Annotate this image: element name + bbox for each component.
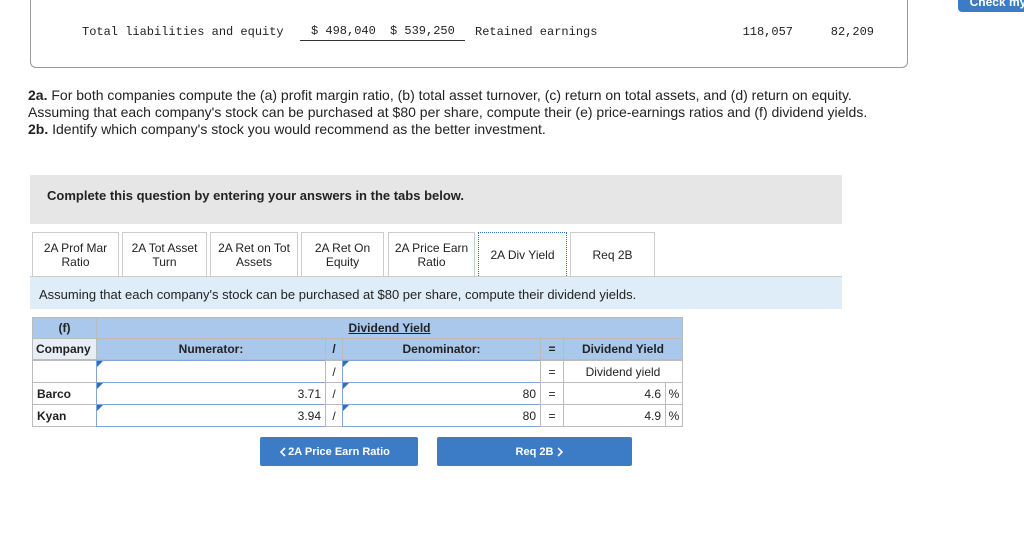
chevron-left bbox=[279, 446, 286, 457]
chevron-right bbox=[557, 446, 564, 457]
question-b: 2b. Identify which company's stock you w… bbox=[28, 121, 893, 138]
prompt-box bbox=[30, 277, 842, 309]
table-cell: % bbox=[665, 382, 683, 405]
instruction: Complete this question by entering your … bbox=[47, 188, 465, 203]
check-label: Check my bbox=[969, 0, 1024, 9]
table-cell[interactable]: 80 bbox=[342, 382, 541, 405]
table-cell: / bbox=[325, 404, 343, 427]
tab[interactable]: 2A Div Yield bbox=[478, 232, 567, 276]
next-button[interactable]: Req 2B bbox=[437, 437, 632, 466]
table-cell: Barco bbox=[32, 382, 97, 405]
prompt: Assuming that each company's stock can b… bbox=[39, 287, 637, 302]
table-cell: / bbox=[325, 360, 343, 383]
amount: 118,057 bbox=[742, 25, 793, 39]
part-cell: (f) bbox=[32, 317, 97, 339]
prev-button[interactable]: 2A Price Earn Ratio bbox=[260, 437, 418, 466]
header-cell: Dividend Yield bbox=[563, 338, 683, 360]
tab[interactable]: 2A Tot Asset Turn bbox=[122, 232, 207, 276]
question: 2a. For both companies compute the (a) p… bbox=[28, 87, 893, 138]
part-text: Identify which company's stock you would… bbox=[52, 121, 546, 137]
header-cell: Company bbox=[32, 338, 97, 360]
amount: $ 498,040 bbox=[311, 24, 376, 38]
table-cell: = bbox=[540, 382, 564, 405]
instruction-box bbox=[30, 175, 842, 224]
question-a: 2a. For both companies compute the (a) p… bbox=[28, 87, 893, 121]
table-cell[interactable]: 80 bbox=[342, 404, 541, 427]
header-cell: / bbox=[325, 338, 343, 360]
tab[interactable]: 2A Prof Mar Ratio bbox=[32, 232, 119, 276]
tab[interactable]: 2A Ret on Tot Assets bbox=[210, 232, 298, 276]
amount: 82,209 bbox=[830, 25, 874, 39]
statement-box bbox=[30, 0, 908, 68]
table-cell[interactable]: 3.94 bbox=[96, 404, 326, 427]
prev-label: 2A Price Earn Ratio bbox=[288, 445, 390, 458]
table-title: Dividend Yield bbox=[96, 317, 683, 339]
header-cell: Denominator: bbox=[342, 338, 541, 360]
table-cell: Kyan bbox=[32, 404, 97, 427]
part-label: 2b. bbox=[28, 121, 49, 137]
table-cell bbox=[32, 360, 97, 383]
table-cell: / bbox=[325, 382, 343, 405]
part-text: For both companies compute the (a) profi… bbox=[28, 87, 868, 120]
tab[interactable]: Req 2B bbox=[570, 232, 655, 276]
underline bbox=[300, 40, 465, 41]
next-label: Req 2B bbox=[515, 445, 554, 458]
table-cell: % bbox=[665, 404, 683, 427]
tab[interactable]: 2A Price Earn Ratio bbox=[388, 232, 475, 276]
amount: $ 539,250 bbox=[390, 24, 455, 38]
header-cell: = bbox=[540, 338, 564, 360]
table-cell[interactable] bbox=[342, 360, 541, 383]
tab-rule bbox=[30, 276, 842, 277]
row-label: Retained earnings bbox=[475, 25, 598, 39]
header-cell: Numerator: bbox=[96, 338, 326, 360]
row-label: Total liabilities and equity bbox=[82, 25, 284, 39]
tab[interactable]: 2A Ret On Equity bbox=[301, 232, 384, 276]
table-cell[interactable] bbox=[96, 360, 326, 383]
table-cell: = bbox=[540, 360, 564, 383]
table-cell: 4.6 bbox=[563, 382, 666, 405]
table-cell[interactable]: 3.71 bbox=[96, 382, 326, 405]
table-cell: = bbox=[540, 404, 564, 427]
check-button[interactable]: Check my bbox=[958, 0, 1024, 12]
part-label: 2a. bbox=[28, 87, 48, 103]
table-cell: 4.9 bbox=[563, 404, 666, 427]
table-cell: Dividend yield bbox=[563, 360, 683, 383]
